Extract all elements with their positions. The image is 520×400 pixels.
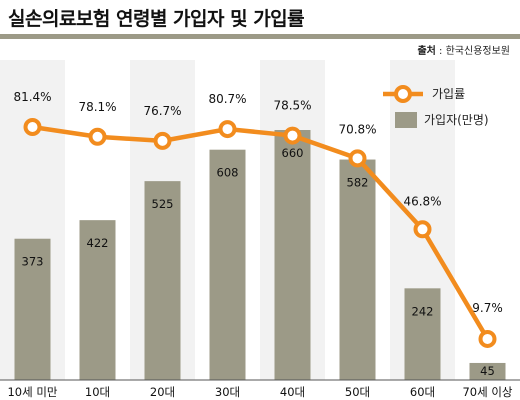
category-label: 50대 xyxy=(345,385,370,399)
rate-marker-6 xyxy=(348,149,367,168)
rate-value-label: 78.1% xyxy=(78,100,116,114)
bar-7 xyxy=(404,288,441,380)
source-text: 한국신용정보원 xyxy=(445,46,510,57)
rate-value-label: 70.8% xyxy=(338,122,376,136)
bar-6 xyxy=(339,159,376,380)
bar-1 xyxy=(14,238,51,380)
rate-value-label: 46.8% xyxy=(403,194,441,208)
source-separator: : xyxy=(435,46,446,57)
chart-title: 실손의료보험 연령별 가입자 및 가입률 xyxy=(8,8,305,30)
bar-2 xyxy=(79,220,116,380)
bar-value-label: 608 xyxy=(217,166,239,180)
bar-value-label: 242 xyxy=(412,304,434,318)
category-label: 10대 xyxy=(85,385,110,399)
category-label: 40대 xyxy=(280,385,305,399)
legend-label-subscribers: 가입자(만명) xyxy=(424,113,489,127)
bar-value-label: 422 xyxy=(87,236,109,250)
legend-bar-swatch xyxy=(395,112,417,128)
bar-value-label: 525 xyxy=(152,197,174,211)
rate-value-label: 9.7% xyxy=(472,301,503,315)
legend-label-rate: 가입률 xyxy=(432,87,465,101)
bar-4 xyxy=(209,149,246,380)
bar-value-label: 45 xyxy=(480,364,495,378)
rate-marker-7 xyxy=(413,220,432,239)
category-label: 30대 xyxy=(215,385,240,399)
bar-5 xyxy=(274,130,311,380)
legend-line-marker xyxy=(394,85,412,103)
rate-value-label: 81.4% xyxy=(13,90,51,104)
bar-value-label: 660 xyxy=(282,146,304,160)
rate-marker-5 xyxy=(283,126,302,145)
category-label: 10세 미만 xyxy=(7,385,57,399)
category-label: 70세 이상 xyxy=(462,385,512,399)
rate-marker-1 xyxy=(23,118,42,136)
bar-value-label: 373 xyxy=(22,255,44,269)
category-label: 60대 xyxy=(410,385,435,399)
rate-marker-3 xyxy=(153,131,172,150)
rate-marker-8 xyxy=(478,329,497,348)
rate-marker-2 xyxy=(88,127,107,146)
bar-8 xyxy=(469,362,506,380)
bar-3 xyxy=(144,181,181,380)
source-label: 출처 xyxy=(417,46,436,57)
rate-marker-4 xyxy=(218,120,237,139)
rate-value-label: 80.7% xyxy=(208,92,246,106)
category-label: 20대 xyxy=(150,385,175,399)
rate-value-label: 76.7% xyxy=(143,104,181,118)
bar-value-label: 582 xyxy=(347,176,369,190)
rate-line xyxy=(32,124,490,341)
source-note: 출처 : 한국신용정보원 xyxy=(417,42,510,57)
title-rule xyxy=(0,34,520,39)
rate-value-label: 78.5% xyxy=(273,99,311,113)
